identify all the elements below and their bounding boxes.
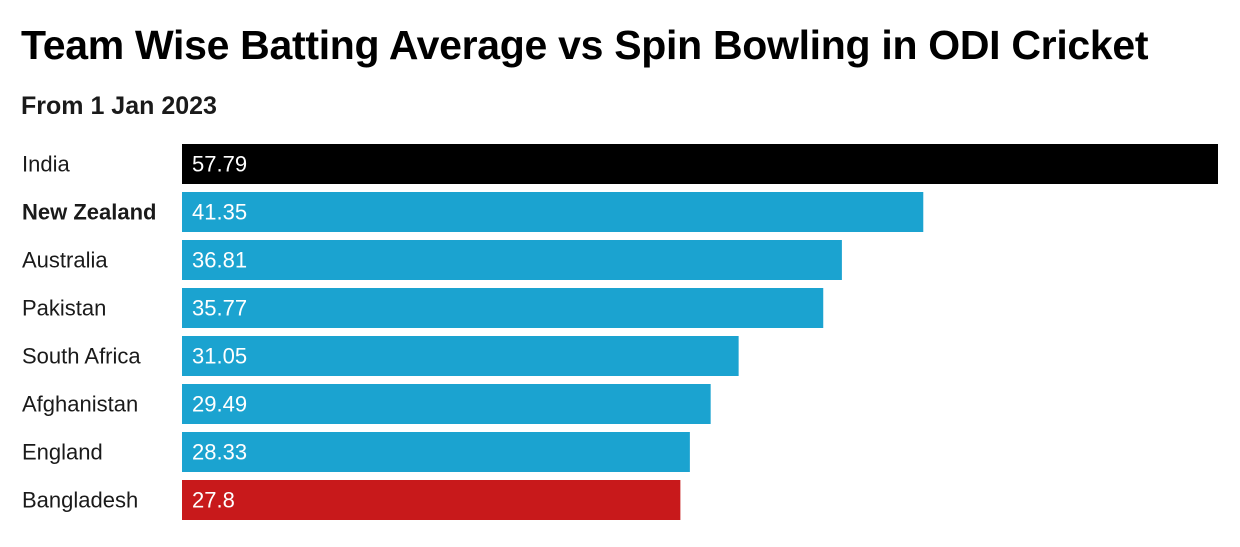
category-label-pakistan: Pakistan	[22, 296, 106, 321]
category-label-bangladesh: Bangladesh	[22, 488, 138, 513]
value-label-south-africa: 31.05	[192, 344, 247, 369]
value-label-india: 57.79	[192, 152, 247, 177]
bar-south-africa	[182, 336, 739, 376]
chart-subtitle: From 1 Jan 2023	[21, 92, 217, 120]
bar-bangladesh	[182, 480, 681, 520]
category-label-india: India	[22, 152, 70, 177]
bar-pakistan	[182, 288, 824, 328]
value-label-bangladesh: 27.8	[192, 488, 235, 513]
bar-afghanistan	[182, 384, 711, 424]
chart-title: Team Wise Batting Average vs Spin Bowlin…	[21, 22, 1149, 68]
bar-new-zealand	[182, 192, 924, 232]
bar-australia	[182, 240, 842, 280]
category-label-south-africa: South Africa	[22, 344, 141, 369]
category-label-new-zealand: New Zealand	[22, 200, 156, 225]
category-label-australia: Australia	[22, 248, 108, 273]
bar-india	[182, 144, 1218, 184]
value-label-australia: 36.81	[192, 248, 247, 273]
value-label-new-zealand: 41.35	[192, 200, 247, 225]
category-label-afghanistan: Afghanistan	[22, 392, 138, 417]
value-label-england: 28.33	[192, 440, 247, 465]
bar-england	[182, 432, 690, 472]
category-label-england: England	[22, 440, 103, 465]
value-label-pakistan: 35.77	[192, 296, 247, 321]
value-label-afghanistan: 29.49	[192, 392, 247, 417]
